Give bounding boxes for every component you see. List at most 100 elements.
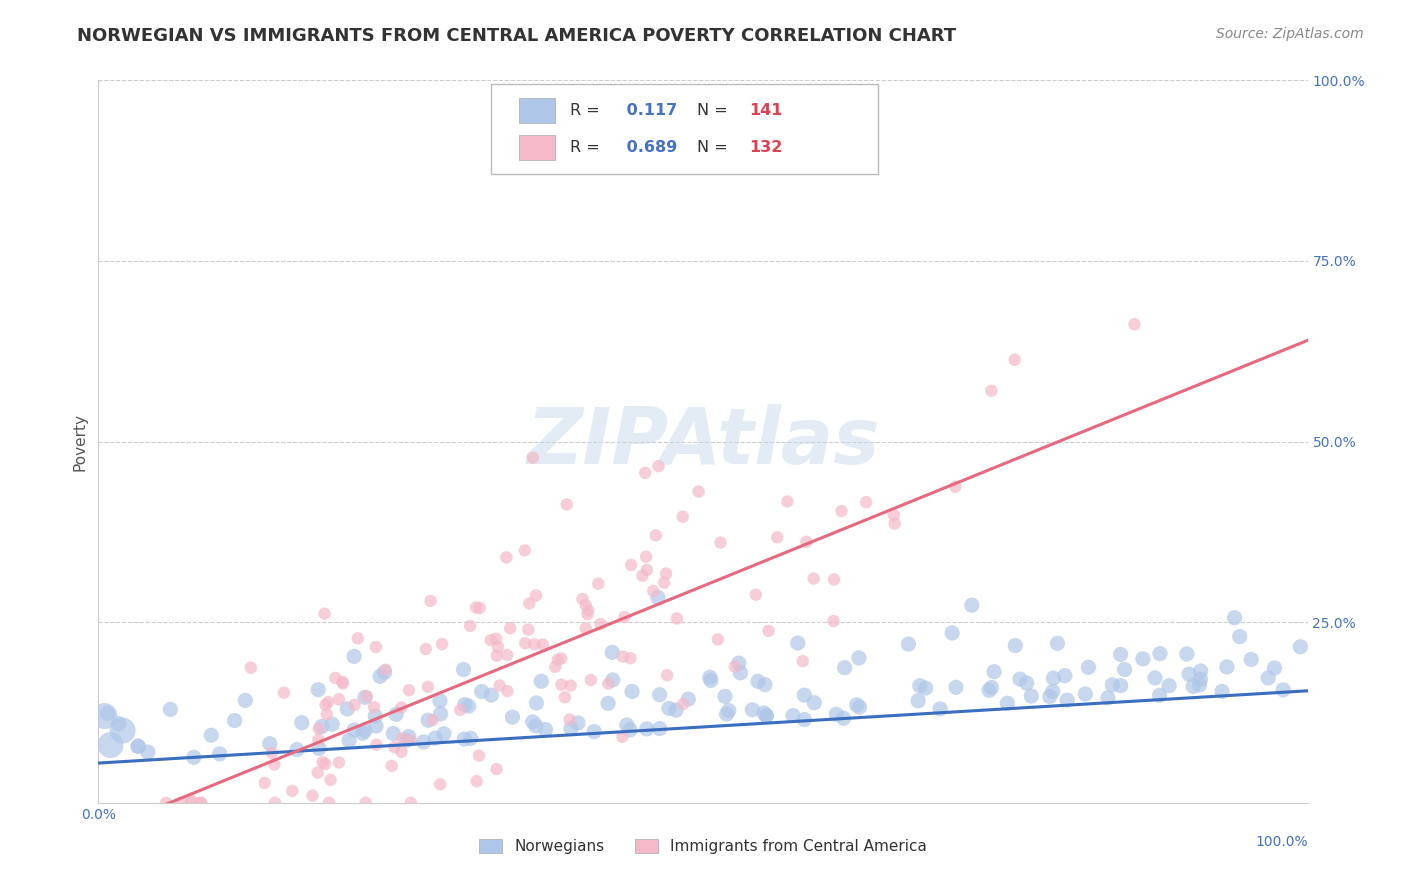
Point xyxy=(224,714,246,728)
Point xyxy=(281,784,304,798)
Point xyxy=(803,572,825,586)
Point xyxy=(908,679,931,693)
Point xyxy=(96,706,118,721)
Point xyxy=(465,600,488,615)
Point xyxy=(429,706,451,721)
Point xyxy=(575,622,598,636)
Point xyxy=(657,668,679,682)
Point xyxy=(754,678,776,692)
Point xyxy=(395,733,418,747)
Point xyxy=(714,690,737,704)
Point xyxy=(460,731,482,746)
Point xyxy=(1188,678,1211,692)
Point xyxy=(1178,667,1201,681)
Point xyxy=(318,796,340,810)
Point xyxy=(364,640,387,654)
Point xyxy=(803,696,825,710)
Point xyxy=(619,651,641,665)
Point xyxy=(752,706,775,720)
Point xyxy=(319,772,342,787)
Point xyxy=(496,684,519,698)
Legend: Norwegians, Immigrants from Central America: Norwegians, Immigrants from Central Amer… xyxy=(472,833,934,860)
Point xyxy=(648,722,671,736)
Point xyxy=(571,591,593,606)
Point xyxy=(316,695,339,709)
Point xyxy=(658,701,681,715)
Point xyxy=(1101,678,1123,692)
Point xyxy=(643,584,665,599)
FancyBboxPatch shape xyxy=(519,136,555,161)
Text: N =: N = xyxy=(697,103,733,118)
Point xyxy=(495,550,517,565)
Text: 132: 132 xyxy=(749,140,782,155)
Point xyxy=(523,637,546,651)
Point xyxy=(709,535,731,549)
Point xyxy=(1175,647,1198,661)
Point xyxy=(307,732,329,747)
Point xyxy=(596,697,619,711)
Point xyxy=(699,670,721,684)
Point xyxy=(522,714,544,729)
Point xyxy=(897,637,920,651)
Point xyxy=(354,796,377,810)
Point xyxy=(415,642,437,657)
Point xyxy=(636,563,658,577)
Point xyxy=(382,726,405,740)
Point xyxy=(612,649,634,664)
FancyBboxPatch shape xyxy=(519,97,555,123)
Point xyxy=(688,484,710,499)
Point xyxy=(524,589,547,603)
Point xyxy=(555,497,578,511)
Point xyxy=(793,713,815,727)
Point xyxy=(755,709,778,723)
Point xyxy=(717,704,740,718)
Point xyxy=(1077,660,1099,674)
Point xyxy=(823,614,845,628)
Point xyxy=(1056,693,1078,707)
Point xyxy=(325,671,347,685)
Point xyxy=(337,733,360,747)
Point xyxy=(343,698,366,712)
Point xyxy=(1229,630,1251,644)
Point xyxy=(1004,352,1026,367)
Point xyxy=(655,566,678,581)
Point xyxy=(312,755,335,769)
Point xyxy=(1109,648,1132,662)
Point xyxy=(471,684,494,698)
Point xyxy=(612,730,634,744)
Point xyxy=(354,690,377,705)
Point xyxy=(831,504,853,518)
Point xyxy=(665,703,688,717)
Point xyxy=(644,528,666,542)
Point xyxy=(291,715,314,730)
Point xyxy=(429,694,451,708)
Point xyxy=(727,656,749,670)
Point xyxy=(285,742,308,756)
Point xyxy=(180,796,202,810)
Point xyxy=(412,735,434,749)
Point xyxy=(1109,679,1132,693)
Point xyxy=(343,649,366,664)
Point xyxy=(453,732,475,747)
Point xyxy=(308,741,330,756)
Point xyxy=(1042,684,1064,698)
Point xyxy=(665,611,688,625)
Point xyxy=(652,575,675,590)
Point xyxy=(352,726,374,740)
Point xyxy=(260,746,283,760)
Point xyxy=(776,494,799,508)
Point xyxy=(190,796,212,810)
Text: R =: R = xyxy=(569,103,605,118)
Point xyxy=(496,648,519,662)
Point xyxy=(636,722,658,736)
Point xyxy=(488,678,510,692)
Point xyxy=(425,731,447,745)
Point xyxy=(943,480,966,494)
Point xyxy=(534,723,557,737)
Point xyxy=(468,748,491,763)
Point xyxy=(311,720,333,734)
Point xyxy=(758,624,780,638)
Point xyxy=(707,632,730,647)
Point xyxy=(832,711,855,725)
Point xyxy=(579,673,602,687)
